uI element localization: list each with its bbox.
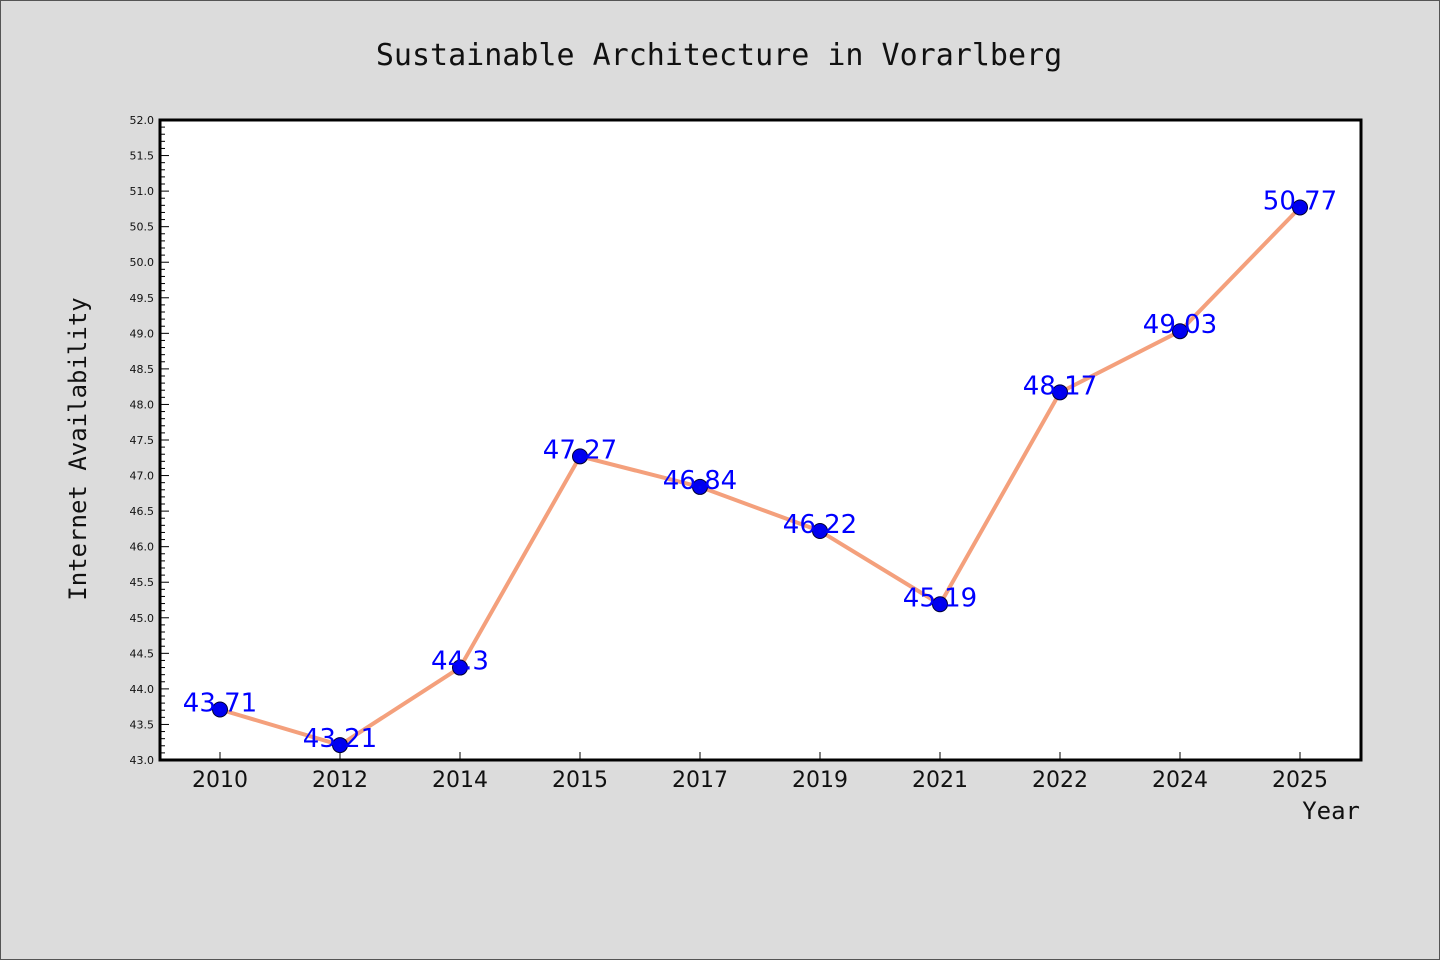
data-point <box>1052 384 1068 401</box>
data-point <box>1292 199 1308 216</box>
x-tick-label: 2010 <box>192 768 248 793</box>
y-tick-label: 43.5 <box>130 718 155 731</box>
data-label: 46.84 <box>663 466 737 496</box>
data-label: 46.22 <box>783 510 857 540</box>
data-label: 44.3 <box>431 647 489 677</box>
data-point <box>1172 323 1188 340</box>
x-tick-label: 2025 <box>1272 768 1328 793</box>
y-tick-label: 48.5 <box>130 363 155 376</box>
y-tick-label: 48.0 <box>130 398 155 411</box>
data-label: 50.77 <box>1263 186 1337 216</box>
y-tick-label: 46.5 <box>130 505 155 518</box>
x-tick-label: 2017 <box>672 768 728 793</box>
y-tick-label: 50.0 <box>130 256 155 269</box>
data-point <box>332 737 348 754</box>
data-label: 43.21 <box>303 724 377 754</box>
series-line <box>218 205 1302 748</box>
y-tick-label: 51.0 <box>130 185 155 198</box>
data-label: 43.71 <box>183 689 257 719</box>
y-tick-label: 50.5 <box>130 221 155 234</box>
x-axis-label: Year <box>1302 797 1360 825</box>
series-layer <box>212 199 1308 754</box>
y-tick-label: 46.0 <box>130 541 155 554</box>
plot-area <box>158 118 1363 762</box>
data-label-layer: 43.71 43.21 44.3 47.27 46.84 46.22 45.19 48.17 4… <box>183 186 1337 754</box>
y-tick-label: 47.5 <box>130 434 155 447</box>
y-tick-label: 44.5 <box>130 647 155 660</box>
data-point <box>692 478 708 495</box>
x-tick-label: 2022 <box>1032 768 1088 793</box>
data-point <box>812 523 828 540</box>
x-tick-label: 2024 <box>1152 768 1208 793</box>
y-tick-label: 52.0 <box>130 114 155 127</box>
y-tick-label: 45.5 <box>130 576 155 589</box>
y-tick-label: 49.5 <box>130 292 155 305</box>
data-label: 48.17 <box>1023 371 1097 401</box>
y-tick-label: 51.5 <box>130 150 155 163</box>
chart-title: Sustainable Architecture in Vorarlberg <box>376 38 1062 73</box>
y-axis: 43.0 43.5 44.0 44.5 45.0 45.5 46.0 46.5 47.0 47.5… <box>130 114 169 767</box>
data-point <box>452 659 468 676</box>
data-point <box>212 701 228 718</box>
x-tick-label: 2012 <box>312 768 368 793</box>
y-tick-label: 47.0 <box>130 470 155 483</box>
y-tick-label: 45.0 <box>130 612 155 625</box>
x-tick-label: 2019 <box>792 768 848 793</box>
x-tick-label: 2015 <box>552 768 608 793</box>
data-point <box>932 596 948 613</box>
x-axis: 2010 2012 2014 2015 2017 2019 2021 2022 2024 2025 <box>192 752 1328 793</box>
data-label: 45.19 <box>903 583 977 613</box>
data-label: 47.27 <box>543 435 617 465</box>
y-axis-label: Internet Availability <box>64 297 92 600</box>
x-tick-label: 2021 <box>912 768 968 793</box>
y-tick-label: 44.0 <box>130 683 155 696</box>
y-tick-label: 49.0 <box>130 327 155 340</box>
y-tick-label: 43.0 <box>130 754 155 767</box>
data-point <box>572 448 588 465</box>
x-tick-label: 2014 <box>432 768 488 793</box>
data-label: 49.03 <box>1143 310 1217 340</box>
